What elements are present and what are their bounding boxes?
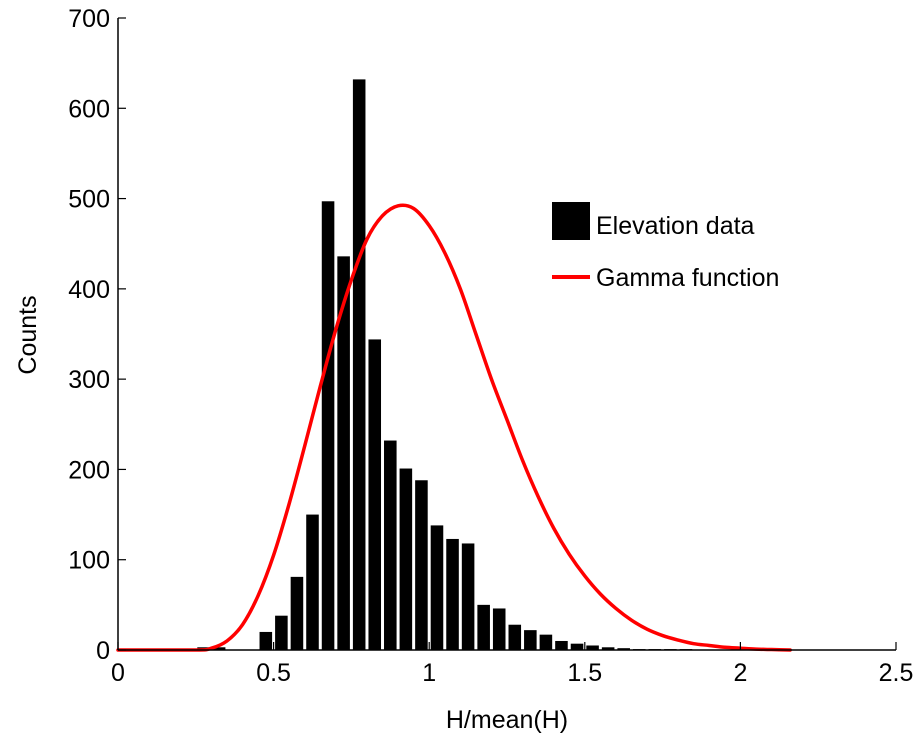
x-tick-label: 1 — [422, 659, 436, 687]
histogram-bar — [617, 648, 630, 650]
y-tick-label: 500 — [68, 186, 110, 214]
y-tick-label: 200 — [68, 456, 110, 484]
axes — [117, 18, 896, 651]
histogram-bar — [290, 576, 304, 650]
histogram-bar — [337, 256, 350, 650]
histogram-bar — [399, 468, 413, 650]
histogram-bar — [384, 440, 397, 650]
y-tick-label: 700 — [68, 5, 110, 33]
histogram-bar — [461, 543, 475, 650]
histogram-bar — [352, 79, 366, 650]
histogram-bar — [415, 480, 428, 650]
histogram-bar — [368, 339, 382, 650]
histogram-bar — [555, 640, 568, 650]
x-tick-label: 1.5 — [567, 659, 602, 687]
histogram-bar — [508, 624, 522, 650]
x-tick-label: 2 — [733, 659, 747, 687]
histogram-bar — [601, 647, 615, 650]
histogram-bar — [446, 538, 459, 650]
y-tick-label: 300 — [68, 366, 110, 394]
histogram-bar — [321, 201, 335, 650]
histogram-bar — [275, 615, 288, 650]
x-tick-label: 0 — [111, 659, 125, 687]
legend-swatch-elevation-data — [552, 202, 590, 240]
histogram-bar — [212, 647, 226, 650]
legend: Elevation data Gamma function — [552, 202, 779, 292]
histogram-bar — [492, 608, 506, 650]
legend-label-gamma-function: Gamma function — [596, 264, 779, 292]
x-tick-label: 0.5 — [256, 659, 291, 687]
y-tick-label: 100 — [68, 547, 110, 575]
x-tick-label: 2.5 — [879, 659, 914, 687]
histogram-bar — [586, 645, 599, 650]
y-tick-label: 400 — [68, 276, 110, 304]
gamma-function-curve — [116, 203, 792, 652]
x-axis-label: H/mean(H) — [446, 706, 568, 734]
tick-marks: 0 0.5 1 1.5 2 2.5 0 100 200 300 400 500 600 700 — [68, 5, 913, 687]
histogram-bar — [259, 631, 273, 650]
histogram-bar — [539, 634, 553, 650]
legend-label-elevation-data: Elevation data — [596, 212, 755, 240]
histogram-bars — [197, 79, 693, 650]
y-axis-label: Counts — [14, 295, 42, 374]
histogram-bar — [430, 525, 444, 650]
histogram-bar — [570, 643, 584, 650]
y-tick-label: 600 — [68, 95, 110, 123]
histogram-bar — [306, 514, 319, 650]
gamma-curve-group — [116, 203, 792, 652]
histogram-bar — [477, 604, 490, 650]
histogram-bar — [524, 630, 537, 650]
y-tick-label: 0 — [96, 637, 110, 665]
